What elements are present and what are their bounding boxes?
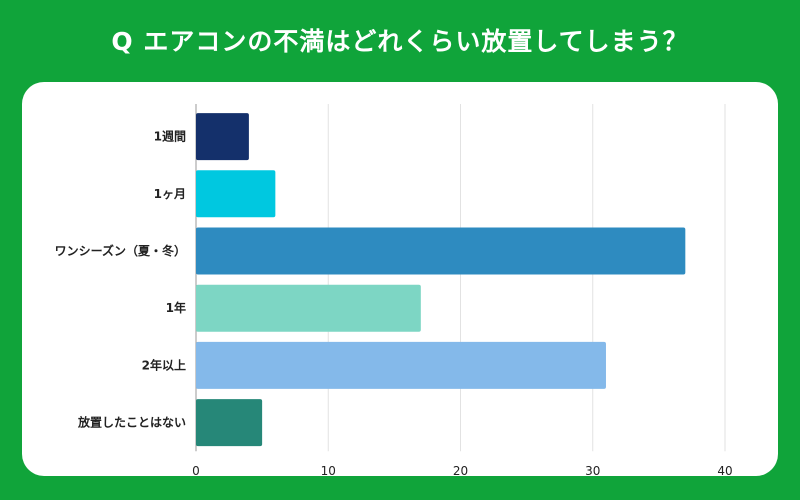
x-tick-label: 10: [321, 464, 336, 476]
category-label: 放置したことはない: [77, 415, 186, 430]
x-tick-labels: 0 10 20 30 40: [192, 464, 732, 476]
x-tick-label: 30: [585, 464, 600, 476]
category-label: 1週間: [154, 129, 186, 144]
chart-card: 1週間 1ヶ月ワンシーズン（夏・冬） 1年 2年以上放置したことはない 0 10 20 30…: [22, 82, 778, 476]
bar: [196, 113, 249, 161]
category-label: 1ヶ月: [154, 187, 186, 201]
bars: [196, 113, 686, 447]
x-tick-label: 0: [192, 464, 200, 476]
bar: [196, 399, 263, 447]
x-tick-label: 40: [717, 464, 732, 476]
bar: [196, 341, 606, 389]
category-label: ワンシーズン（夏・冬）: [55, 243, 186, 258]
bar: [196, 170, 276, 218]
chart-title: Q エアコンの不満はどれくらい放置してしまう？: [111, 27, 689, 56]
bar: [196, 227, 686, 275]
x-tick-label: 20: [453, 464, 468, 476]
bar: [196, 284, 421, 332]
gridlines: [195, 104, 726, 452]
category-label: 2年以上: [142, 357, 186, 372]
category-label: 1年: [166, 300, 186, 315]
